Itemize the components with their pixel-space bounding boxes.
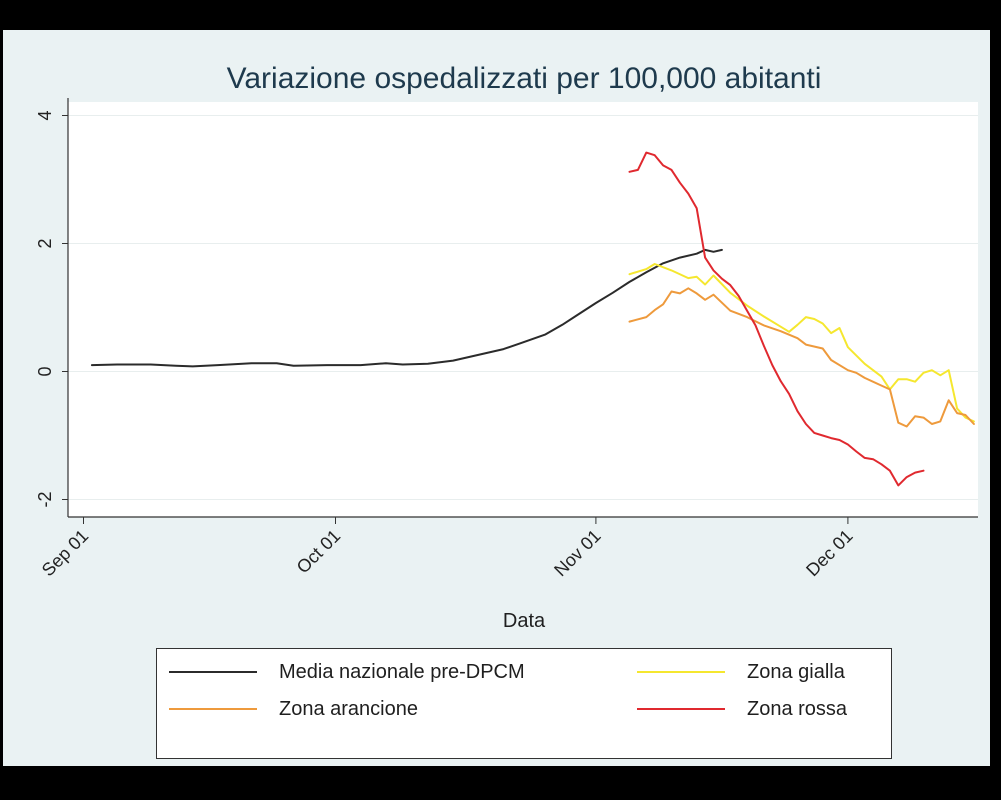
legend-swatch-zona-arancione xyxy=(169,708,257,710)
series-line-media-nazionale-pre-dpcm xyxy=(90,248,723,368)
legend-label-media-nazionale: Media nazionale pre-DPCM xyxy=(279,661,525,683)
legend-swatch-zona-gialla xyxy=(637,671,725,673)
chart-frame: Variazione ospedalizzati per 100,000 abi… xyxy=(3,30,990,766)
legend-label-zona-rossa: Zona rossa xyxy=(747,698,848,720)
plot-area xyxy=(68,102,978,517)
series-line-zona-rossa xyxy=(628,151,925,487)
chart-canvas: Variazione ospedalizzati per 100,000 abi… xyxy=(35,62,978,632)
series-line-zona-arancione xyxy=(628,287,975,428)
legend-swatch-media-nazionale xyxy=(169,671,257,673)
x-tick-label: Sep 01 xyxy=(38,526,92,580)
x-axis-label: Data xyxy=(503,610,546,632)
y-tick-label: 2 xyxy=(35,238,55,248)
x-tick-label: Nov 01 xyxy=(550,526,604,580)
legend-label-zona-gialla: Zona gialla xyxy=(747,661,845,683)
legend-label-zona-arancione: Zona arancione xyxy=(279,698,418,720)
legend-swatch-zona-rossa xyxy=(637,708,725,710)
legend: Media nazionale pre-DPCM Zona gialla Zon… xyxy=(156,648,892,759)
series-line-zona-gialla xyxy=(628,263,975,423)
chart-title: Variazione ospedalizzati per 100,000 abi… xyxy=(227,62,822,95)
y-tick-label: -2 xyxy=(35,491,55,507)
x-tick-label: Dec 01 xyxy=(802,526,856,580)
y-tick-label: 4 xyxy=(35,110,55,120)
x-tick-label: Oct 01 xyxy=(293,526,345,578)
y-tick-label: 0 xyxy=(35,366,55,376)
